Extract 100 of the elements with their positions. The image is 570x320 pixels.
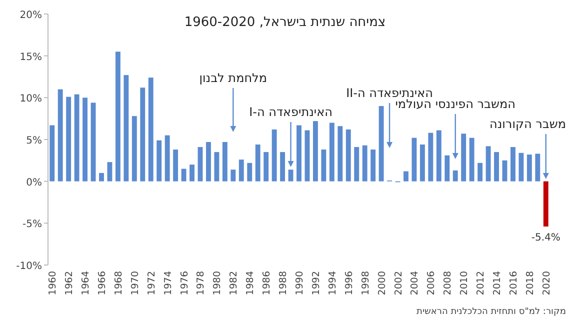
x-tick-label: 1984: [245, 271, 256, 296]
bar: [82, 98, 88, 182]
bar: [436, 130, 442, 182]
bar: [510, 147, 516, 182]
bar: [190, 164, 194, 182]
bar: [264, 152, 269, 182]
x-tick-label: 2014: [492, 271, 504, 296]
bar: [338, 126, 343, 182]
x-tick-label: 1996: [344, 271, 355, 296]
bar: [164, 135, 170, 182]
x-tick-label: 1970: [130, 271, 141, 296]
x-tick-label: 1976: [179, 271, 190, 296]
y-tick-label: 10%: [20, 94, 42, 105]
x-tick-label: 1972: [146, 271, 158, 296]
y-tick-label: 15%: [20, 52, 42, 63]
x-tick-label: 1962: [64, 271, 76, 296]
bar: [181, 168, 186, 182]
bar: [469, 138, 474, 182]
x-tick-label: 2004: [410, 271, 421, 296]
x-tick-label: 1960: [48, 271, 59, 296]
bar: [346, 129, 351, 182]
bar: [148, 78, 154, 182]
x-tick-label: 1992: [310, 271, 322, 296]
bar: [247, 162, 252, 182]
bar: [444, 155, 450, 182]
bar: [304, 130, 310, 182]
x-tick-label: 2002: [393, 271, 404, 296]
bar: [173, 150, 178, 182]
bar: [543, 181, 548, 227]
text: מקור: למ"ס ותחזית הכלכלנית הראשית: [416, 307, 566, 317]
bar: [354, 147, 360, 182]
y-tick-label: 0%: [26, 177, 42, 188]
bar: [107, 162, 112, 182]
bar: [50, 125, 55, 182]
x-tick-label: 2006: [426, 271, 438, 296]
x-tick-label: 1982: [228, 271, 240, 296]
bar: [238, 160, 244, 182]
bar: [362, 145, 368, 182]
annotation: האינתיפאדה ה-I: [249, 105, 332, 119]
x-tick-label: 1998: [360, 271, 372, 296]
bar: [312, 121, 318, 182]
bar: [214, 152, 220, 182]
x-tick-label: 1964: [80, 271, 92, 296]
x-tick-label: 2000: [376, 271, 388, 296]
bar: [494, 152, 499, 182]
annotation: מלחמת לבנון: [199, 71, 268, 85]
bar: [74, 94, 80, 182]
y-tick-label: 5%: [26, 136, 42, 146]
bar: [206, 142, 211, 182]
x-tick-label: 1980: [212, 271, 224, 296]
x-tick-label: 1994: [327, 271, 338, 296]
bar: [321, 150, 326, 182]
bar: [296, 125, 302, 182]
bar: [58, 89, 63, 182]
bar: [115, 52, 120, 182]
bar: [124, 75, 129, 182]
chart-title: צמיחה שנתית בישראל, 1960-2020: [184, 15, 386, 30]
bar: [378, 106, 384, 182]
bar: [370, 150, 376, 182]
x-tick-label: 2018: [524, 271, 536, 296]
x-tick-label: 2010: [459, 271, 470, 296]
x-tick-label: 1986: [262, 271, 273, 296]
bar: [404, 171, 408, 182]
data-label: -5.4%: [531, 232, 560, 244]
bar: [230, 170, 236, 182]
bar: [535, 154, 540, 182]
bar: [288, 170, 294, 182]
x-tick-label: 1978: [196, 271, 207, 296]
bar: [140, 88, 146, 182]
bar: [272, 129, 277, 182]
y-tick-label: -5%: [22, 219, 42, 230]
bar: [412, 138, 417, 182]
annotation: משבר הקורונה: [490, 117, 566, 131]
bar: [526, 154, 532, 182]
x-tick-label: 1966: [96, 271, 108, 296]
bar: [329, 122, 334, 182]
x-tick-label: 2008: [442, 271, 454, 296]
bar: [518, 152, 524, 182]
x-tick-label: 2012: [476, 271, 487, 296]
annotation: המשבר הפיננסי העולמי: [395, 97, 516, 111]
bar: [66, 96, 72, 182]
x-tick-label: 2020: [541, 271, 552, 296]
bar: [502, 160, 508, 182]
bar: [461, 134, 466, 182]
bar: [222, 142, 228, 182]
y-tick-label: 20%: [20, 10, 42, 21]
bar: [452, 170, 458, 182]
bar: [420, 144, 425, 182]
bar: [478, 162, 483, 182]
bar: [90, 102, 96, 182]
annotation: האינתיפאדה ה-II: [346, 86, 433, 100]
x-tick-label: 1988: [278, 271, 290, 296]
bar: [198, 147, 203, 182]
x-tick-label: 1990: [294, 271, 306, 296]
bar: [428, 132, 434, 182]
bar: [280, 152, 286, 182]
x-tick-label: 1974: [162, 271, 174, 296]
bar: [486, 146, 491, 182]
y-tick-label: -10%: [16, 261, 42, 272]
bar: [255, 144, 260, 182]
